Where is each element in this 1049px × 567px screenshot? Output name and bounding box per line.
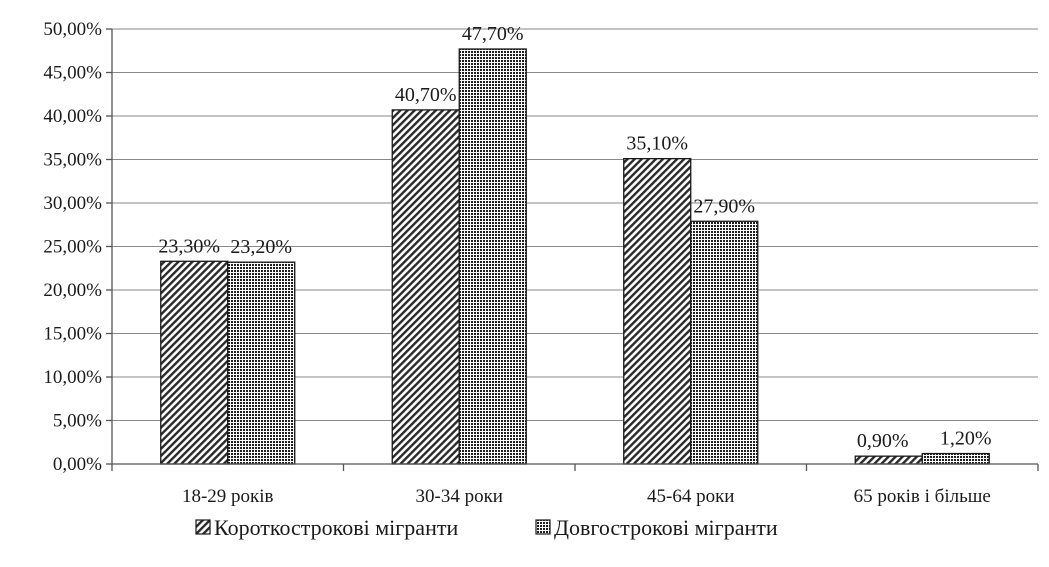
bar-long-term [227, 261, 296, 465]
y-tick-label: 40,00% [43, 106, 102, 127]
x-category-label: 30-34 роки [416, 486, 503, 507]
legend-label: Короткострокові мігранти [214, 515, 458, 540]
data-label: 1,20% [940, 428, 992, 450]
y-tick-label: 10,00% [43, 367, 102, 388]
data-label: 23,30% [158, 235, 220, 257]
data-label: 0,90% [857, 430, 909, 452]
y-tick-label: 15,00% [43, 324, 102, 345]
data-label: 23,20% [230, 236, 292, 258]
legend-label: Довгострокові мігранти [554, 515, 778, 540]
x-category-label: 45-64 роки [647, 486, 734, 507]
bar-short-term [160, 260, 229, 465]
data-label: 40,70% [395, 84, 457, 106]
legend-swatch-long-term [535, 519, 551, 535]
y-axis-tick-labels: 0,00% 5,00% 10,00% 15,00% 20,00% 25,00% 30,00%… [43, 19, 102, 475]
x-axis-category-labels: 18-29 років 30-34 роки 45-64 роки 65 років … [182, 486, 991, 507]
y-tick-label: 5,00% [53, 411, 102, 432]
y-tick-label: 50,00% [43, 19, 102, 40]
y-tick-label: 30,00% [43, 193, 102, 214]
bar-short-term [391, 109, 460, 465]
bar-long-term [458, 48, 527, 465]
axes [106, 28, 1039, 471]
data-labels: 23,30% 23,20% 40,70% 47,70% 35,10% 27,90% 0,90… [158, 23, 991, 452]
bar-long-term [921, 452, 990, 465]
y-tick-label: 25,00% [43, 237, 102, 258]
legend: Короткострокові мігранти Довгострокові мі… [195, 515, 778, 540]
bar-short-term [854, 455, 923, 465]
y-tick-label: 45,00% [43, 63, 102, 84]
legend-swatch-short-term [195, 519, 211, 535]
bar-short-term [623, 157, 692, 465]
y-tick-label: 0,00% [53, 454, 102, 475]
y-tick-label: 20,00% [43, 280, 102, 301]
data-label: 27,90% [693, 195, 755, 217]
data-label: 47,70% [462, 23, 524, 45]
x-category-label: 18-29 років [182, 486, 274, 507]
y-tick-label: 35,00% [43, 150, 102, 171]
x-category-label: 65 років і більше [854, 486, 991, 507]
bar-long-term [690, 220, 759, 465]
data-label: 35,10% [626, 133, 688, 155]
